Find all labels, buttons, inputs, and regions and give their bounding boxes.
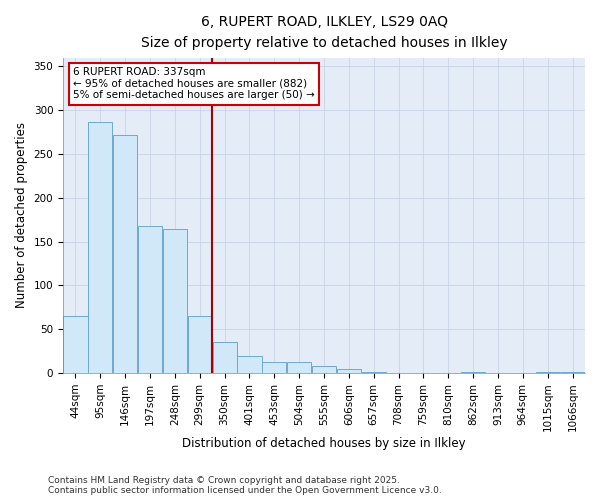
Bar <box>262 362 286 373</box>
Text: 6 RUPERT ROAD: 337sqm
← 95% of detached houses are smaller (882)
5% of semi-deta: 6 RUPERT ROAD: 337sqm ← 95% of detached … <box>73 67 315 100</box>
Bar <box>163 228 187 373</box>
Bar <box>312 366 336 373</box>
Bar <box>362 372 386 373</box>
Title: 6, RUPERT ROAD, ILKLEY, LS29 0AQ
Size of property relative to detached houses in: 6, RUPERT ROAD, ILKLEY, LS29 0AQ Size of… <box>141 15 508 50</box>
Bar <box>461 372 485 373</box>
Bar <box>536 372 560 373</box>
Bar <box>113 135 137 373</box>
Bar <box>212 342 236 373</box>
Bar <box>138 226 162 373</box>
Y-axis label: Number of detached properties: Number of detached properties <box>15 122 28 308</box>
Bar <box>560 372 584 373</box>
Bar <box>287 362 311 373</box>
Bar <box>337 368 361 373</box>
X-axis label: Distribution of detached houses by size in Ilkley: Distribution of detached houses by size … <box>182 437 466 450</box>
Text: Contains HM Land Registry data © Crown copyright and database right 2025.
Contai: Contains HM Land Registry data © Crown c… <box>48 476 442 495</box>
Bar <box>64 316 88 373</box>
Bar <box>188 316 212 373</box>
Bar <box>238 356 262 373</box>
Bar <box>88 122 112 373</box>
